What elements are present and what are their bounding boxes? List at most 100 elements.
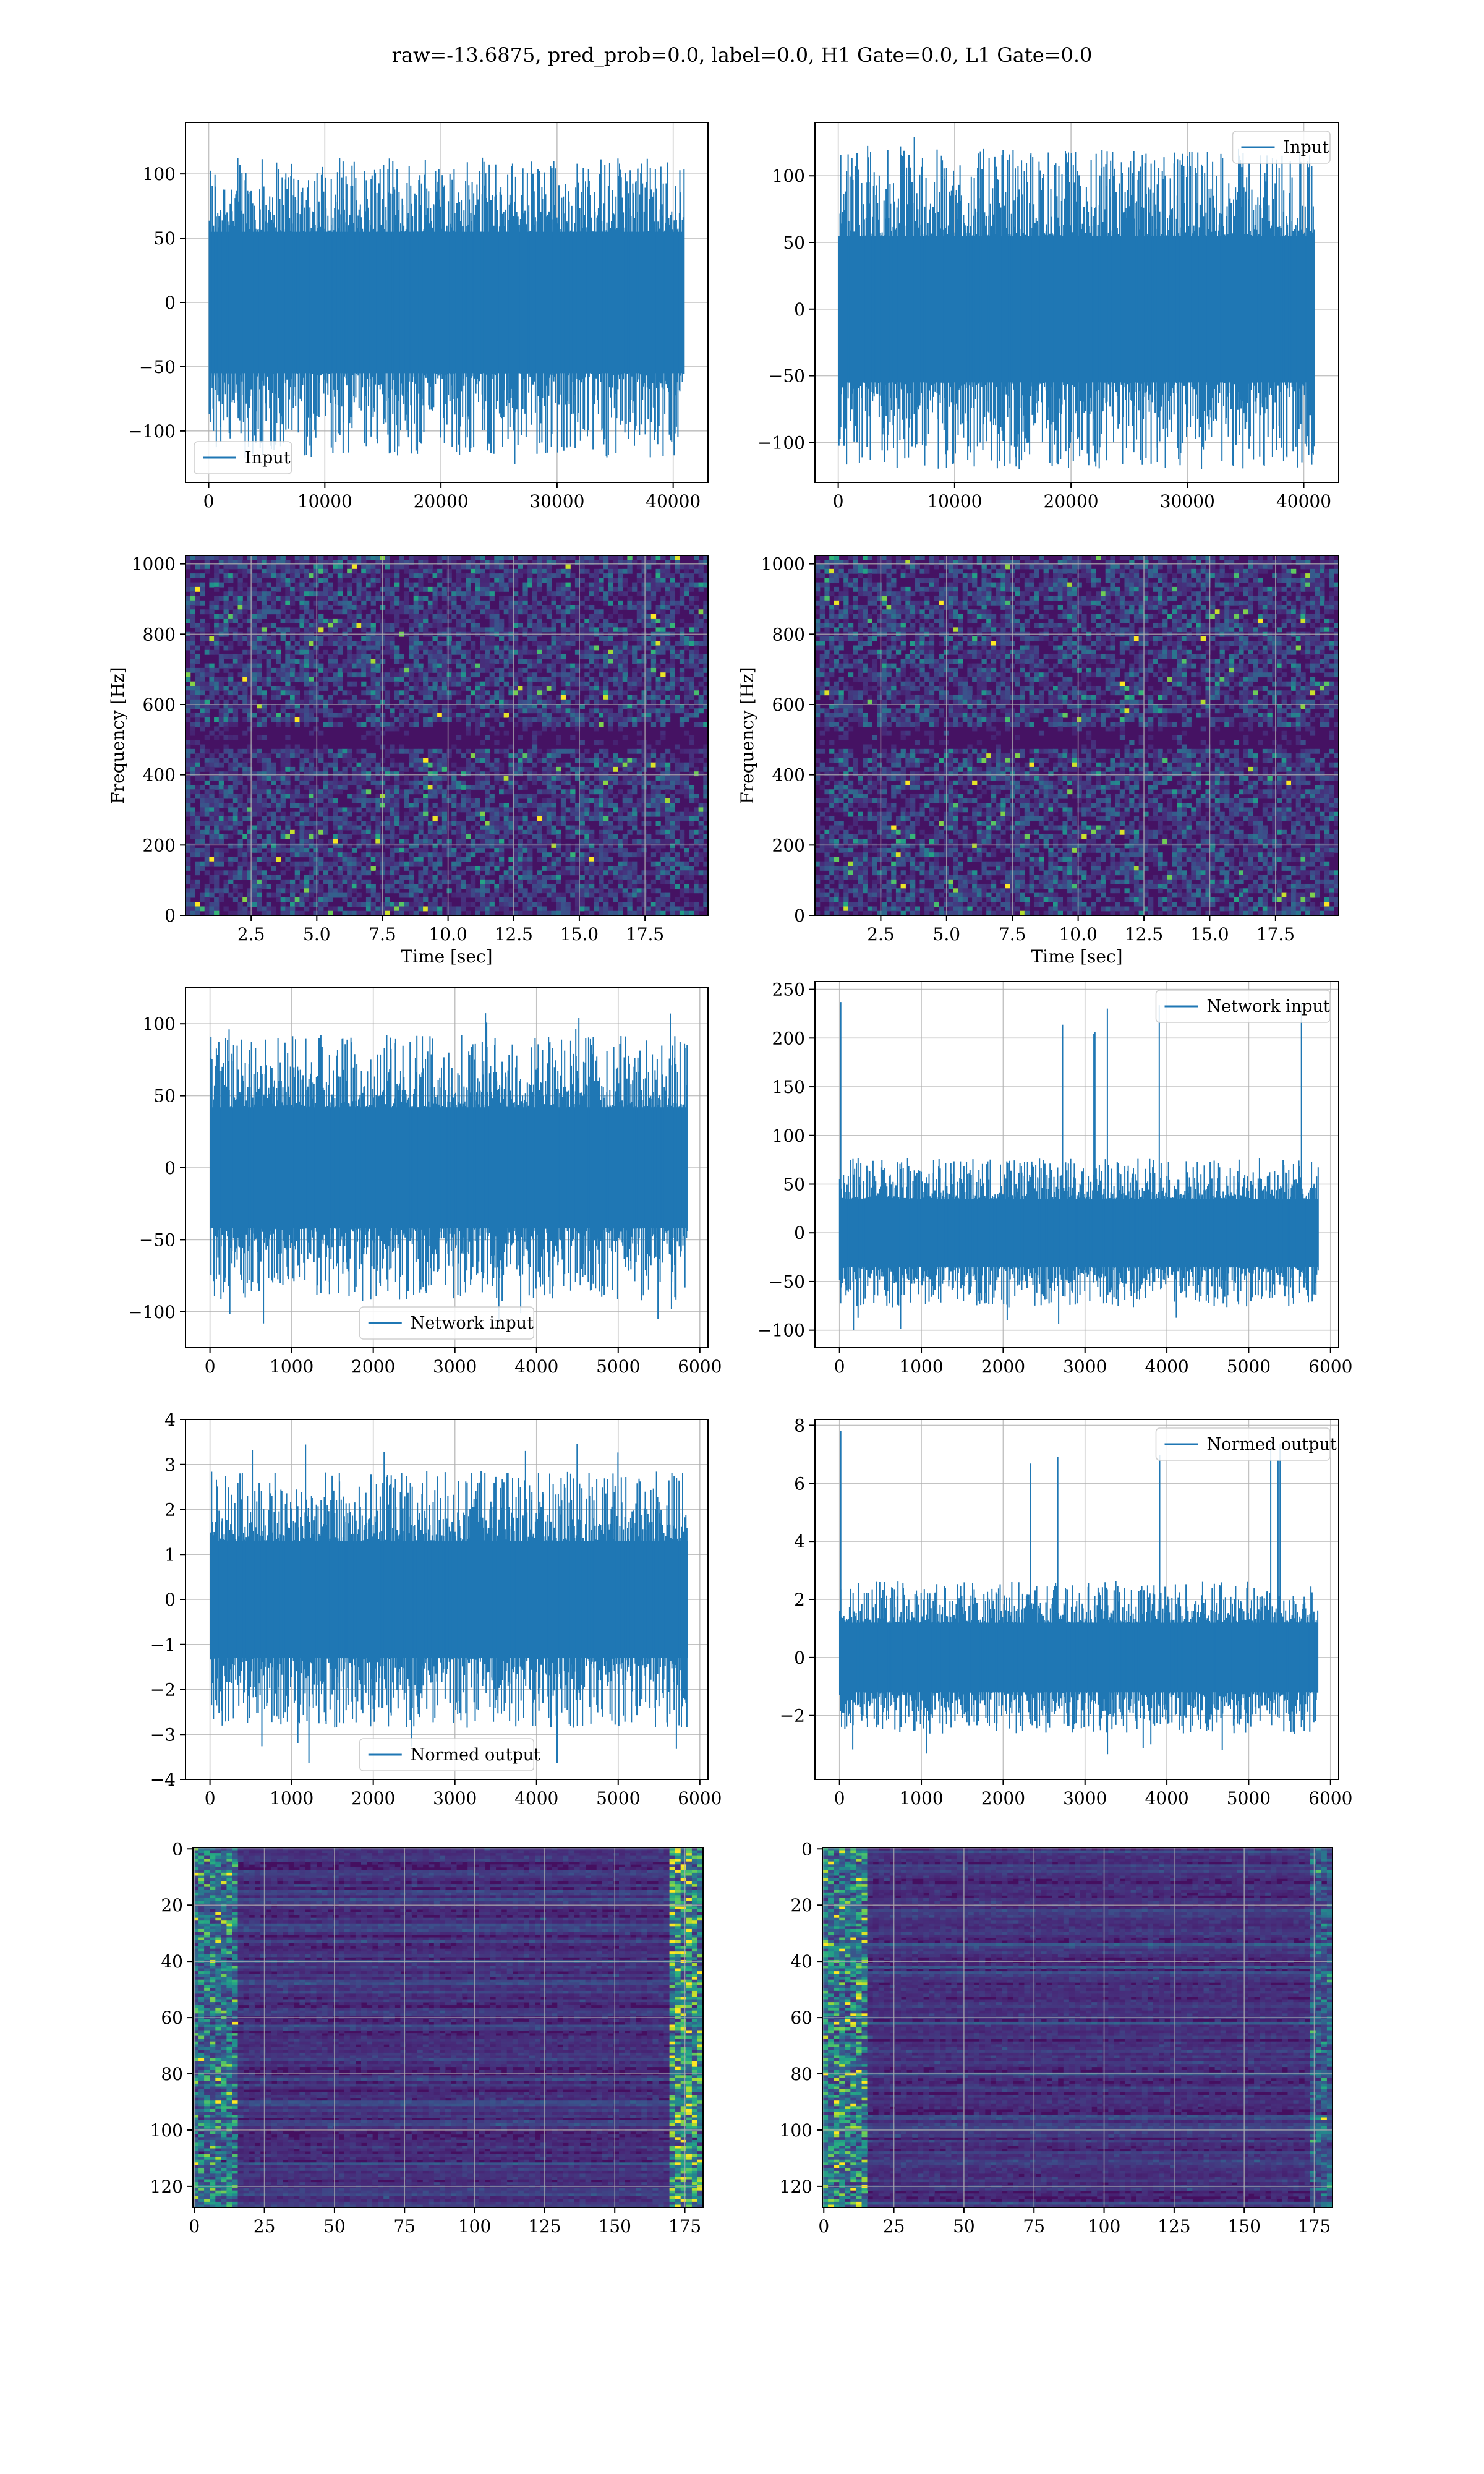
legend: Input <box>1233 131 1331 163</box>
x-tick-label: 125 <box>528 2216 561 2236</box>
y-tick-label: 150 <box>772 1077 805 1097</box>
y-tick-label: 1 <box>164 1544 176 1565</box>
y-tick-label: 4 <box>164 1410 176 1430</box>
x-tick-label: 40000 <box>1276 491 1331 511</box>
y-tick-label: 50 <box>783 1174 805 1194</box>
y-tick-label: 100 <box>780 2120 812 2141</box>
x-tick-label: 2000 <box>981 1788 1025 1808</box>
y-tick-label: 80 <box>161 2064 183 2084</box>
y-tick-label: 0 <box>801 1839 812 1859</box>
subplot-p5: 0 1000 2000 3000 4000 5000 6000−100−5005010015… <box>757 980 1352 1377</box>
legend: Input <box>194 442 292 474</box>
x-tick-label: 5000 <box>596 1788 640 1808</box>
y-tick-label: 60 <box>161 2008 183 2028</box>
x-tick-label: 20000 <box>1044 491 1099 511</box>
y-tick-label: −2 <box>150 1680 176 1700</box>
x-tick-label: 0 <box>189 2216 200 2236</box>
x-tick-label: 125 <box>1158 2216 1190 2236</box>
x-tick-label: 2.5 <box>867 924 895 944</box>
y-tick-label: 0 <box>794 1223 805 1243</box>
y-tick-label: 20 <box>161 1895 183 1915</box>
y-tick-label: 60 <box>790 2008 812 2028</box>
y-tick-label: 8 <box>794 1415 805 1436</box>
y-tick-label: 100 <box>772 1126 805 1146</box>
x-tick-label: 10.0 <box>429 924 467 944</box>
y-tick-label: 600 <box>143 695 176 715</box>
x-tick-label: 7.5 <box>999 924 1026 944</box>
x-tick-label: 175 <box>1298 2216 1331 2236</box>
y-tick-label: 50 <box>153 228 176 249</box>
y-tick-label: 0 <box>172 1839 183 1859</box>
x-tick-label: 50 <box>953 2216 975 2236</box>
x-tick-label: 4000 <box>514 1356 558 1377</box>
series-line-normed-output <box>840 1431 1318 1754</box>
x-tick-label: 6000 <box>678 1356 722 1377</box>
y-tick-label: 1000 <box>132 554 176 575</box>
y-tick-label: 1000 <box>761 554 805 575</box>
subplot-p3: 2.5 5.0 7.5 10.0 12.5 15.0 17.5020040060080010… <box>737 554 1339 967</box>
y-tick-label: −4 <box>150 1770 176 1790</box>
y-tick-label: 400 <box>143 765 176 785</box>
legend-label: Network input <box>411 1314 534 1333</box>
x-tick-label: 0 <box>818 2216 829 2236</box>
y-tick-label: 100 <box>150 2120 183 2141</box>
x-tick-label: 5.0 <box>933 924 961 944</box>
y-tick-label: 0 <box>794 1648 805 1668</box>
x-tick-label: 4000 <box>1145 1788 1188 1808</box>
series-line-network-input <box>840 1002 1318 1330</box>
x-tick-label: 0 <box>834 1788 845 1808</box>
y-tick-label: 2 <box>794 1590 805 1610</box>
y-tick-label: 0 <box>794 299 805 320</box>
y-tick-label: −1 <box>150 1635 176 1655</box>
x-tick-label: 3000 <box>1063 1788 1107 1808</box>
y-tick-label: 3 <box>164 1455 176 1475</box>
y-tick-label: 0 <box>164 1158 176 1178</box>
y-tick-label: −50 <box>139 357 176 377</box>
y-tick-label: −100 <box>128 421 176 442</box>
x-tick-label: 0 <box>834 1356 845 1377</box>
y-tick-label: 100 <box>143 164 176 184</box>
y-axis-label: Frequency [Hz] <box>108 667 128 803</box>
x-tick-label: 2000 <box>981 1356 1025 1377</box>
y-tick-label: 200 <box>772 835 805 855</box>
x-tick-label: 0 <box>205 1356 216 1377</box>
x-tick-label: 5000 <box>1227 1356 1271 1377</box>
x-tick-label: 175 <box>668 2216 701 2236</box>
x-tick-label: 6000 <box>1308 1356 1352 1377</box>
x-tick-label: 5000 <box>596 1356 640 1377</box>
x-tick-label: 10.0 <box>1059 924 1097 944</box>
series-line-normed-output <box>211 1444 687 1763</box>
x-tick-label: 0 <box>203 491 215 511</box>
legend-label: Normed output <box>1207 1435 1337 1454</box>
y-tick-label: 800 <box>143 624 176 644</box>
y-tick-label: −50 <box>139 1230 176 1250</box>
x-tick-label: 1000 <box>270 1356 313 1377</box>
figure-canvas: 0 10000 20000 30000 40000−100−50050100Input0… <box>0 0 1484 2474</box>
y-tick-label: 0 <box>164 1590 176 1610</box>
y-tick-label: 20 <box>790 1895 812 1915</box>
y-tick-label: 800 <box>772 624 805 644</box>
x-axis-label: Time [sec] <box>401 946 492 967</box>
series-line-network-input <box>210 1013 687 1325</box>
y-tick-label: 80 <box>790 2064 812 2084</box>
x-tick-label: 100 <box>458 2216 491 2236</box>
y-tick-label: 6 <box>794 1473 805 1494</box>
y-tick-label: −3 <box>150 1724 176 1745</box>
y-tick-label: 100 <box>143 1014 176 1034</box>
x-tick-label: 5.0 <box>303 924 331 944</box>
x-tick-label: 150 <box>598 2216 631 2236</box>
x-tick-label: 6000 <box>678 1788 722 1808</box>
subplot-p6: 0 1000 2000 3000 4000 5000 6000−4−3−2−101234No… <box>150 1410 722 1808</box>
y-tick-label: 0 <box>164 293 176 313</box>
x-tick-label: 30000 <box>529 491 584 511</box>
x-tick-label: 1000 <box>270 1788 313 1808</box>
y-tick-label: 120 <box>780 2177 812 2197</box>
y-tick-label: 4 <box>794 1531 805 1552</box>
x-tick-label: 30000 <box>1160 491 1215 511</box>
y-tick-label: 40 <box>161 1951 183 1972</box>
y-tick-label: −50 <box>769 1272 805 1292</box>
